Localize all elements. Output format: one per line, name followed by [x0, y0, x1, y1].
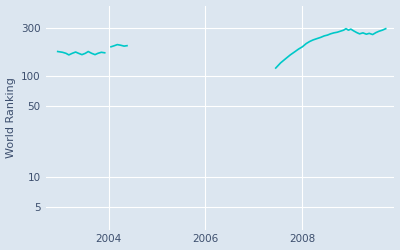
Y-axis label: World Ranking: World Ranking: [6, 77, 16, 158]
